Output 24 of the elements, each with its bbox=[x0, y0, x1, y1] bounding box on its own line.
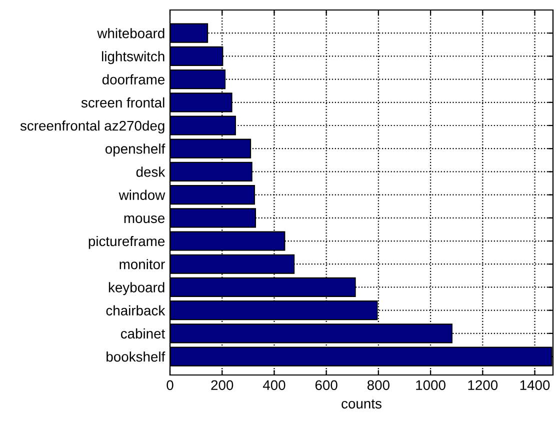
y-tick-label: keyboard bbox=[108, 282, 164, 296]
x-tick-label: 1400 bbox=[520, 380, 550, 390]
x-tick-label: 1000 bbox=[416, 380, 446, 390]
y-tick-label: mouse bbox=[124, 215, 165, 224]
y-tick-label: desk bbox=[136, 166, 166, 177]
x-tick-label: 0 bbox=[166, 380, 174, 390]
y-tick-label: lightswitch bbox=[102, 51, 164, 64]
y-tick-label: window bbox=[118, 190, 166, 200]
y-tick-label: openshelf bbox=[105, 144, 166, 157]
x-tick-label: 200 bbox=[211, 380, 234, 390]
y-tick-label: screenfrontal az270deg bbox=[20, 120, 164, 134]
x-axis-title: counts bbox=[342, 399, 382, 409]
x-tick-label: 1200 bbox=[468, 380, 498, 390]
y-tick-label: doorframe bbox=[102, 74, 165, 84]
y-tick-label: monitor bbox=[120, 259, 165, 270]
y-tick-label: cabinet bbox=[120, 328, 166, 339]
y-tick-label: chairback bbox=[106, 305, 166, 316]
x-tick-label: 400 bbox=[262, 380, 286, 390]
x-tick-label: 800 bbox=[367, 380, 390, 390]
y-tick-label: pictureframe bbox=[88, 236, 165, 249]
y-tick-label: whiteboard bbox=[97, 28, 164, 38]
x-tick-label: 600 bbox=[315, 380, 338, 390]
y-tick-label: screen frontal bbox=[81, 97, 164, 108]
y-tick-label: bookshelf bbox=[106, 351, 166, 362]
